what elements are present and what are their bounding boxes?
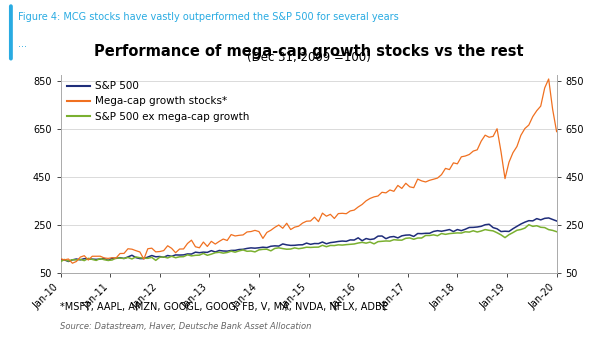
Text: Source: Datastream, Haver, Deutsche Bank Asset Allocation: Source: Datastream, Haver, Deutsche Bank… xyxy=(60,322,312,331)
Text: (Dec 31, 2009 =100): (Dec 31, 2009 =100) xyxy=(247,51,370,64)
Text: Figure 4: MCG stocks have vastly outperformed the S&P 500 for several years: Figure 4: MCG stocks have vastly outperf… xyxy=(18,12,399,22)
Text: *MSFT, AAPL, AMZN, GOOGL, GOOG, FB, V, MA, NVDA, NFLX, ADBE: *MSFT, AAPL, AMZN, GOOGL, GOOG, FB, V, M… xyxy=(60,302,388,312)
Text: ...: ... xyxy=(18,39,27,49)
Title: Performance of mega-cap growth stocks vs the rest: Performance of mega-cap growth stocks vs… xyxy=(94,44,523,59)
Legend: S&P 500, Mega-cap growth stocks*, S&P 500 ex mega-cap growth: S&P 500, Mega-cap growth stocks*, S&P 50… xyxy=(66,80,250,123)
